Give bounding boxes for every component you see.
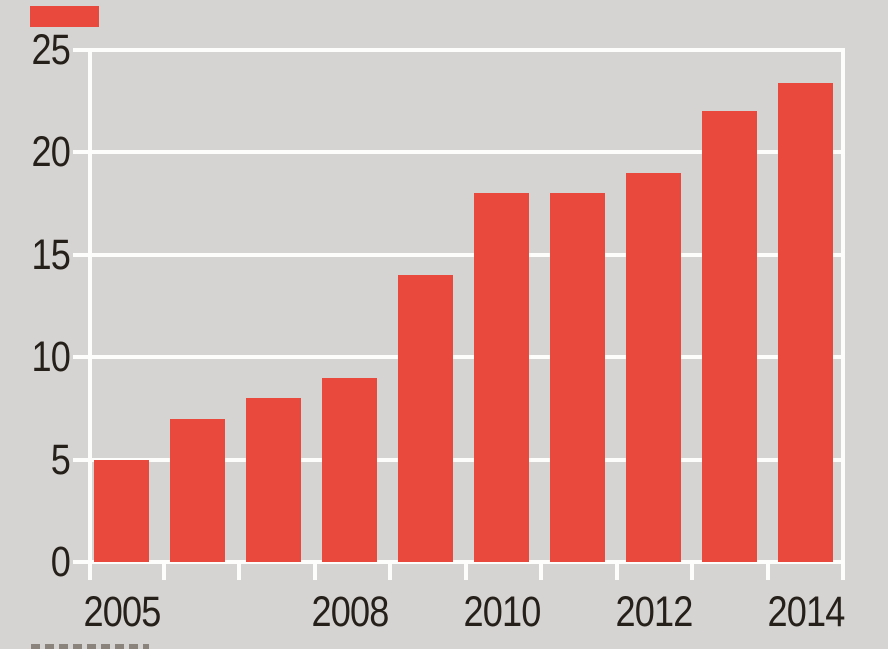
gridline-10	[73, 355, 845, 359]
y-tick-label-20: 20	[31, 128, 71, 176]
x-axis-tick	[162, 562, 166, 580]
x-tick-label-2008: 2008	[311, 588, 389, 636]
x-axis-tick	[766, 562, 770, 580]
y-tick-label-0: 0	[50, 538, 71, 586]
red-crop-artifact	[30, 6, 99, 27]
bar-2008	[322, 378, 377, 562]
y-axis-line	[88, 48, 92, 580]
bar-2005	[94, 460, 149, 562]
plot-right-border	[841, 48, 845, 580]
gridline-20	[73, 150, 845, 154]
y-tick-label-25: 25	[31, 26, 71, 74]
x-tick-label-2012: 2012	[615, 588, 693, 636]
bar-2014	[778, 83, 833, 562]
y-tick-label-10: 10	[31, 333, 71, 381]
x-tick-label-2014: 2014	[767, 588, 845, 636]
gridline-0	[73, 560, 845, 564]
gridline-5	[73, 458, 845, 462]
bar-2012	[626, 173, 681, 562]
gridline-25	[73, 48, 845, 52]
x-axis-tick	[615, 562, 619, 580]
bar-2013	[702, 111, 757, 562]
y-tick-label-15: 15	[31, 231, 71, 279]
x-axis-tick	[388, 562, 392, 580]
bar-2010	[474, 193, 529, 562]
x-tick-label-2005: 2005	[83, 588, 161, 636]
bar-2006	[170, 419, 225, 562]
cropped-text-fragment	[31, 644, 149, 649]
x-axis-tick	[464, 562, 468, 580]
gridline-15	[73, 253, 845, 257]
x-axis-tick	[539, 562, 543, 580]
x-axis-tick	[237, 562, 241, 580]
x-axis-tick	[313, 562, 317, 580]
bar-2007	[246, 398, 301, 562]
bar-2011	[550, 193, 605, 562]
x-tick-label-2010: 2010	[463, 588, 541, 636]
bar-2009	[398, 275, 453, 562]
y-tick-label-5: 5	[50, 436, 71, 484]
x-axis-tick	[690, 562, 694, 580]
